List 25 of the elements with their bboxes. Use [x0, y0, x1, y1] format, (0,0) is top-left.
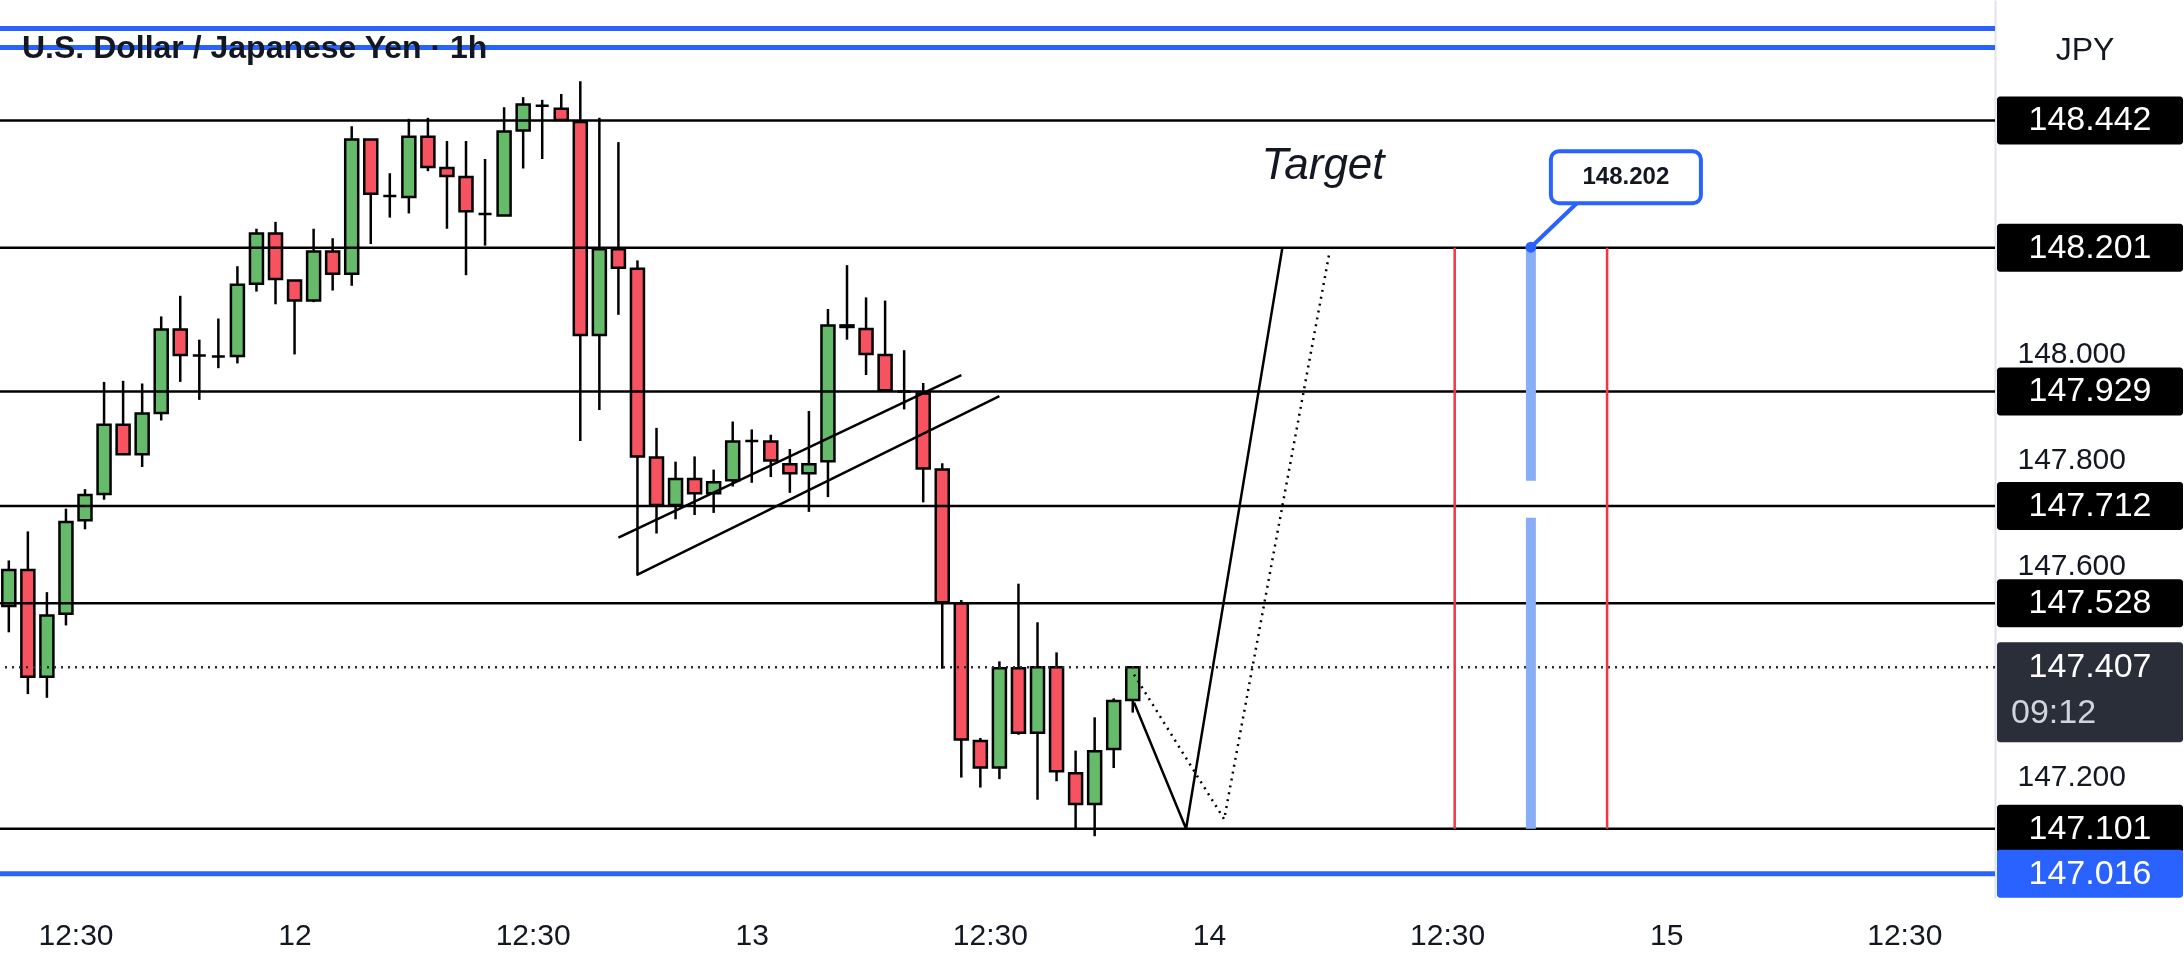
ref-line-label: 147.929 [2028, 370, 2152, 409]
text: 09:12 [2011, 692, 2097, 731]
y-tick-label: 147.600 [2017, 547, 2126, 581]
ref-line-label: 147.712 [2028, 485, 2152, 524]
annotation: Target [1261, 139, 1387, 188]
x-tick-label: 12:30 [1867, 917, 1943, 951]
x-tick-label: 13 [735, 917, 769, 951]
y-tick-label: 147.800 [2017, 442, 2126, 476]
y-tick-label: 148.000 [2017, 336, 2126, 370]
annotation: 148.202 [1582, 162, 1670, 190]
x-tick-label: 12:30 [495, 917, 571, 951]
x-tick-label: 12 [278, 917, 312, 951]
y-tick-label: 147.200 [2017, 759, 2126, 793]
x-tick-label: 12:30 [952, 917, 1028, 951]
x-tick-label: 12:30 [1410, 917, 1486, 951]
y-axis-title: JPY [2055, 31, 2115, 67]
ref-line-label: 148.201 [2028, 226, 2152, 265]
x-tick-label: 12:30 [38, 917, 114, 951]
x-tick-label: 14 [1192, 917, 1227, 951]
ref-line-label: 147.101 [2028, 807, 2152, 846]
ref-line-label: 147.407 [2028, 646, 2152, 685]
ref-line-label: 147.528 [2028, 582, 2152, 621]
ref-line-label: 148.442 [2028, 99, 2152, 138]
x-tick-label: 15 [1649, 917, 1684, 951]
ref-line-label: 147.016 [2028, 852, 2152, 891]
